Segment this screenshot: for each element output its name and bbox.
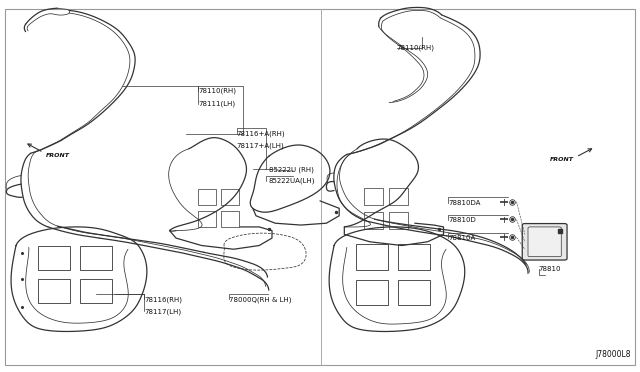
Text: 78116(RH): 78116(RH)	[144, 296, 182, 303]
Bar	[198, 211, 216, 227]
Bar	[221, 189, 239, 205]
Text: FRONT: FRONT	[46, 153, 70, 158]
Text: 78810A: 78810A	[448, 235, 476, 241]
Bar	[364, 188, 383, 205]
Text: 78117(LH): 78117(LH)	[144, 308, 181, 315]
Bar	[38, 246, 70, 270]
Text: 78110(RH): 78110(RH)	[198, 88, 236, 94]
FancyBboxPatch shape	[522, 224, 567, 260]
FancyBboxPatch shape	[528, 227, 561, 257]
Text: J78000L8: J78000L8	[595, 350, 630, 359]
Text: 85222UA(LH): 85222UA(LH)	[269, 178, 316, 185]
Bar	[221, 211, 239, 227]
Text: 78810: 78810	[539, 266, 561, 272]
Text: 85222U (RH): 85222U (RH)	[269, 166, 314, 173]
Text: 78116+A(RH): 78116+A(RH)	[237, 131, 285, 137]
Text: 78810D: 78810D	[448, 217, 476, 223]
Text: 78117+A(LH): 78117+A(LH)	[237, 142, 285, 149]
Bar	[364, 212, 383, 229]
Text: 78000Q(RH & LH): 78000Q(RH & LH)	[229, 296, 292, 303]
Text: FRONT: FRONT	[550, 157, 573, 162]
Text: 78111(LH): 78111(LH)	[198, 101, 236, 108]
Bar	[356, 244, 388, 270]
Bar	[38, 279, 70, 303]
Bar	[80, 279, 112, 303]
Bar	[80, 246, 112, 270]
Bar	[398, 280, 430, 305]
Bar	[389, 188, 408, 205]
Text: 78110(RH): 78110(RH)	[397, 44, 435, 51]
Bar	[198, 189, 216, 205]
Text: 78810DA: 78810DA	[448, 200, 481, 206]
Bar	[398, 244, 430, 270]
Bar	[389, 212, 408, 229]
Bar	[356, 280, 388, 305]
